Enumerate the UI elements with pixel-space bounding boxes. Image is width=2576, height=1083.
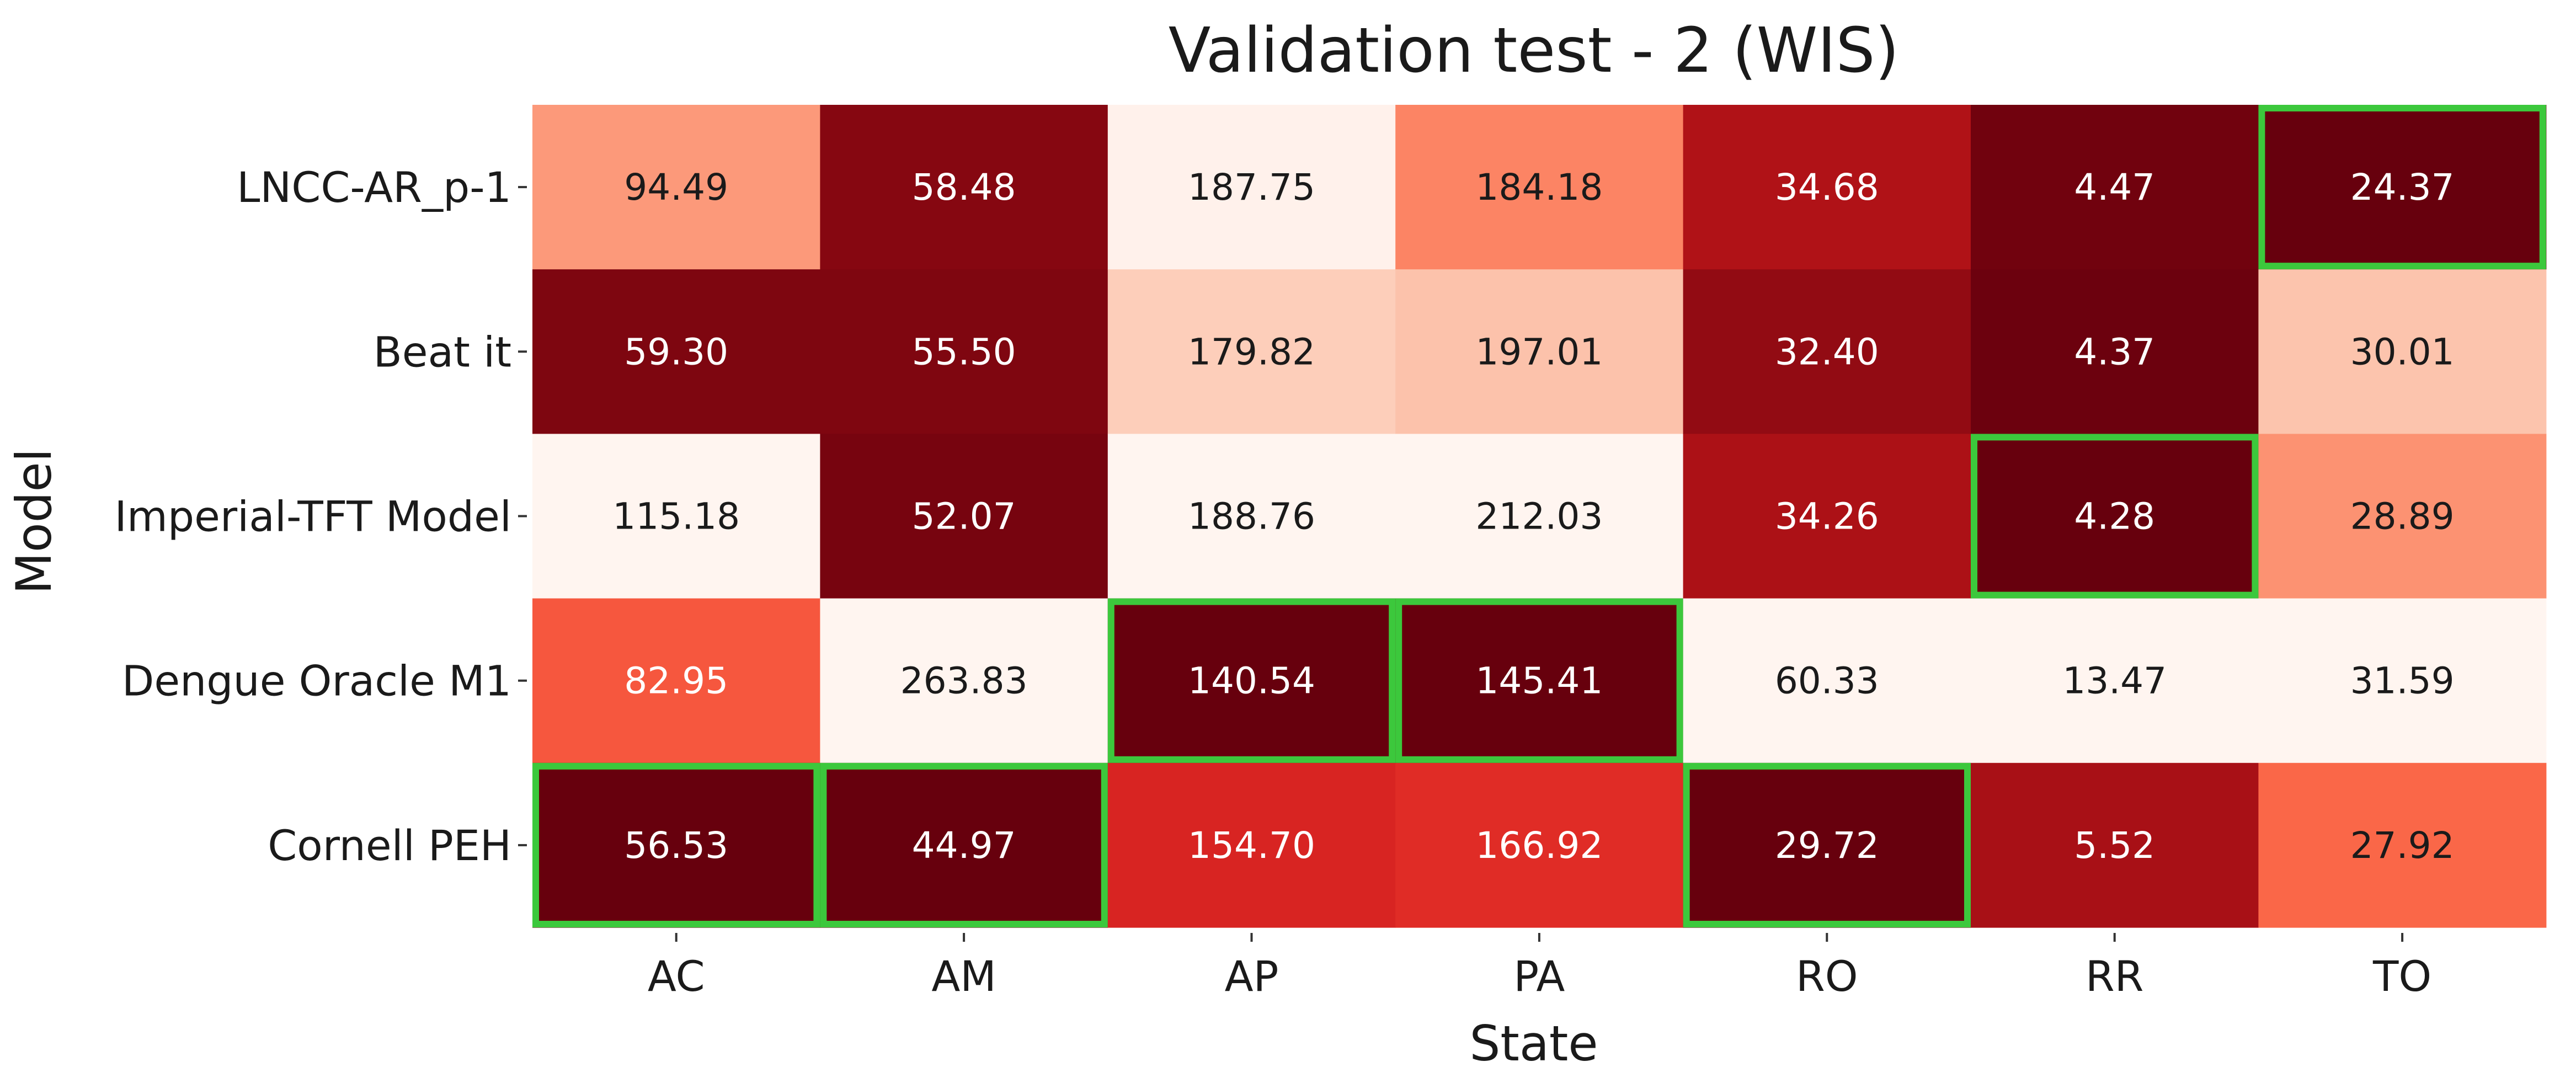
cell-value-label: 94.49 (624, 166, 728, 209)
cell-value-label: 5.52 (2074, 824, 2155, 867)
cell-value-label: 145.41 (1475, 660, 1603, 702)
heatmap-cell (1683, 105, 1971, 270)
cell-value-label: 59.30 (624, 330, 728, 373)
cell-value-label: 115.18 (612, 495, 740, 538)
y-tick-label: Beat it (374, 327, 511, 376)
y-tick-label: Cornell PEH (268, 821, 511, 870)
heatmap-cell (1683, 762, 1971, 928)
best-cell-highlight (1395, 598, 1683, 763)
cell-value-label: 263.83 (900, 660, 1028, 702)
heatmap-cell (820, 269, 1108, 434)
heatmap-cell (2258, 105, 2547, 270)
heatmap-cell (1395, 105, 1684, 270)
heatmap-cell (820, 105, 1108, 270)
best-cell-highlight (532, 762, 820, 928)
heatmap-cell (820, 762, 1108, 928)
cell-value-label: 44.97 (912, 824, 1016, 867)
x-axis-label: State (1470, 1015, 1598, 1072)
x-tick-label: TO (2372, 952, 2431, 1001)
heatmap-cell (2258, 598, 2547, 764)
cell-value-label: 34.68 (1775, 166, 1879, 209)
heatmap-cell (1971, 269, 2259, 434)
heatmap-cell (1107, 762, 1396, 928)
cell-value-label: 34.26 (1775, 495, 1879, 538)
cell-value-label: 24.37 (2350, 166, 2455, 209)
best-cell-highlight (1107, 598, 1396, 763)
cell-value-label: 166.92 (1475, 824, 1603, 867)
heatmap-cell (532, 598, 820, 764)
heatmap-cell (820, 434, 1108, 599)
heatmap-cell (820, 598, 1108, 764)
cell-value-label: 29.72 (1775, 824, 1879, 867)
heatmap-cell (532, 269, 820, 434)
x-tick-label: AM (931, 952, 996, 1001)
chart-title: Validation test - 2 (WIS) (1169, 15, 1899, 87)
heatmap-cell (1107, 105, 1396, 270)
heatmap-cell (1107, 269, 1396, 434)
heatmap-cell (1107, 434, 1396, 599)
cell-value-label: 32.40 (1775, 330, 1879, 373)
heatmap-cell (532, 434, 820, 599)
heatmap-cell (1971, 434, 2259, 599)
heatmap-cell (1395, 269, 1684, 434)
y-axis-label: Model (6, 449, 62, 594)
cell-value-label: 4.37 (2074, 330, 2155, 373)
heatmap-cell (1971, 105, 2259, 270)
heatmap-cell (1683, 598, 1971, 764)
x-axis-ticks: AC AM AP PA RO RR TO (648, 933, 2431, 1001)
x-tick-label: PA (1513, 952, 1565, 1001)
heatmap-cells (532, 105, 2547, 928)
heatmap-cell (2258, 434, 2547, 599)
y-tick-label: Imperial-TFT Model (114, 492, 511, 541)
cell-value-label: 13.47 (2062, 660, 2167, 702)
y-tick-label: Dengue Oracle M1 (122, 657, 511, 706)
cell-value-label: 188.76 (1188, 495, 1315, 538)
cell-value-label: 27.92 (2350, 824, 2455, 867)
cell-value-label: 179.82 (1188, 330, 1315, 373)
cell-value-label: 60.33 (1775, 660, 1879, 702)
x-tick-label: AP (1225, 952, 1279, 1001)
cell-value-label: 212.03 (1475, 495, 1603, 538)
heatmap-cell (1971, 762, 2259, 928)
heatmap-cell (2258, 269, 2547, 434)
x-tick-label: RO (1796, 952, 1858, 1001)
cell-value-label: 58.48 (912, 166, 1016, 209)
heatmap-cell (2258, 762, 2547, 928)
heatmap-cell (1971, 598, 2259, 764)
cell-value-label: 187.75 (1188, 166, 1315, 209)
best-cell-highlight (2258, 105, 2546, 270)
heatmap-cell (532, 105, 820, 270)
heatmap-cell (1395, 434, 1684, 599)
cell-value-label: 28.89 (2350, 495, 2455, 538)
heatmap-cell (1395, 762, 1684, 928)
cell-value-label: 30.01 (2350, 330, 2455, 373)
cell-value-label: 82.95 (624, 660, 728, 702)
cell-value-label: 197.01 (1475, 330, 1603, 373)
cell-value-label: 56.53 (624, 824, 728, 867)
y-tick-label: LNCC-AR_p-1 (237, 163, 511, 212)
best-cell-highlight (1683, 762, 1971, 928)
cell-value-label: 31.59 (2350, 660, 2455, 702)
heatmap-cell (1395, 598, 1684, 764)
best-cell-highlight (1971, 434, 2259, 599)
heatmap-cell (532, 762, 820, 928)
cell-value-label: 4.28 (2074, 495, 2155, 538)
heatmap-cell (1683, 434, 1971, 599)
heatmap-cell (1683, 269, 1971, 434)
heatmap-cell (1107, 598, 1396, 764)
y-axis-ticks: LNCC-AR_p-1 Beat it Imperial-TFT Model Deng… (114, 163, 527, 870)
cell-value-label: 55.50 (912, 330, 1016, 373)
best-cell-highlight (820, 762, 1108, 928)
heatmap-cell-labels: 94.49 59.30 115.18 82.95 56.53 58.48 55.50 52.0… (612, 166, 2454, 867)
cell-value-label: 184.18 (1475, 166, 1603, 209)
cell-value-label: 140.54 (1188, 660, 1315, 702)
cell-value-label: 154.70 (1188, 824, 1315, 867)
cell-value-label: 52.07 (912, 495, 1016, 538)
x-tick-label: AC (648, 952, 705, 1001)
best-model-highlights (532, 105, 2546, 928)
cell-value-label: 4.47 (2074, 166, 2155, 209)
x-tick-label: RR (2086, 952, 2144, 1001)
